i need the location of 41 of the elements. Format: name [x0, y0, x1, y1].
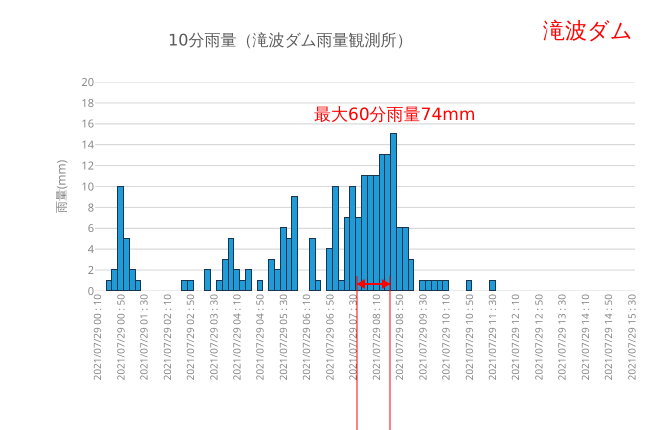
bar — [489, 280, 496, 291]
x-tick-label: 2021/07/29 05 : 30 — [276, 294, 290, 380]
x-tick-label: 2021/07/29 06 : 10 — [299, 294, 314, 380]
x-tick-label: 2021/07/29 08 : 50 — [392, 294, 406, 380]
y-tick-label: 4 — [88, 242, 95, 258]
y-tick-label: 2 — [88, 262, 94, 278]
y-tick-label: 12 — [81, 158, 94, 174]
y-tick-label: 20 — [81, 74, 94, 90]
x-tick-label: 2021/07/29 04 : 50 — [252, 294, 267, 380]
x-tick-label: 2021/07/29 13 : 30 — [554, 294, 569, 380]
x-tick-label: 2021/07/29 09 : 30 — [415, 294, 430, 380]
x-tick-label: 2021/07/29 00 : 50 — [113, 294, 128, 380]
y-tick-label: 14 — [81, 138, 95, 153]
x-tick-label: 2021/07/29 12 : 10 — [508, 294, 522, 380]
x-tick-label: 2021/07/29 12 : 50 — [531, 294, 546, 380]
x-tick-label: 2021/07/29 01 : 30 — [136, 294, 151, 380]
y-tick-label: 16 — [81, 116, 94, 132]
y-tick-label: 10 — [81, 179, 94, 194]
y-tick-label: 18 — [81, 96, 94, 111]
y-tick-label: 8 — [88, 200, 94, 216]
x-tick-label: 2021/07/29 07 : 30 — [346, 294, 360, 380]
bar — [466, 280, 472, 291]
x-tick-label: 2021/07/29 11 : 30 — [484, 294, 499, 380]
y-tick-label: 6 — [88, 221, 94, 236]
x-tick-label: 2021/07/29 02 : 10 — [160, 294, 174, 380]
x-tick-label: 2021/07/29 10 : 10 — [438, 294, 453, 380]
x-tick-label: 2021/07/29 03 : 30 — [206, 294, 220, 380]
y-axis-title: 雨量(mm) — [52, 159, 70, 214]
text: 滝波ダム — [543, 19, 633, 44]
x-tick-label: 2021/07/29 08 : 10 — [368, 294, 383, 380]
x-tick-label: 2021/07/29 04 : 10 — [230, 294, 244, 380]
x-tick-label: 2021/07/29 02 : 50 — [183, 294, 198, 380]
annotation: 最大60分雨量74mm — [314, 105, 476, 125]
x-tick-label: 2021/07/29 15 : 30 — [624, 294, 638, 380]
x-tick-label: 2021/07/29 06 : 50 — [322, 294, 336, 380]
chart-title: 10分雨量（滝波ダム雨量観測所） — [168, 30, 412, 50]
x-tick-label: 2021/07/29 14 : 10 — [578, 294, 592, 380]
x-tick-label: 2021/07/29 14 : 50 — [601, 294, 616, 380]
x-tick-label: 2021/07/29 10 : 50 — [462, 294, 476, 380]
bar — [257, 280, 263, 291]
bar — [204, 269, 211, 291]
